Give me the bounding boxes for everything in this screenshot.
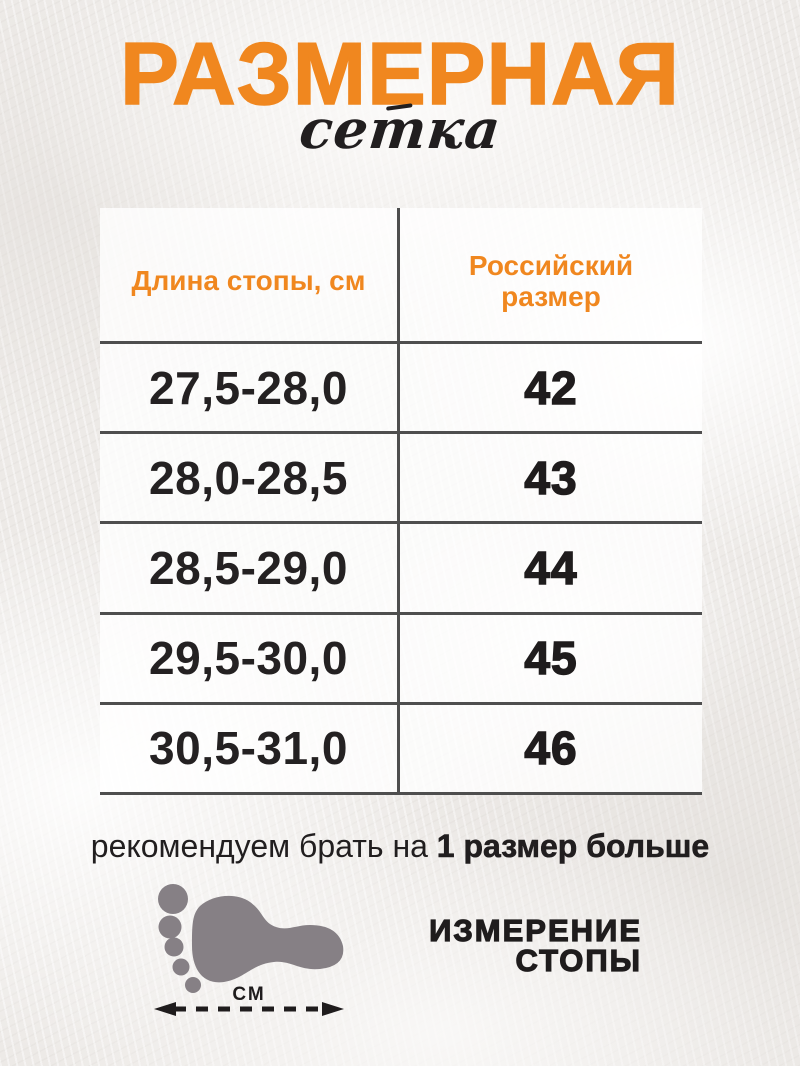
size-table: Длина стопы, см Российский размер 27,5-2…	[100, 208, 702, 795]
page-subtitle-script: сетка	[296, 97, 504, 161]
table-row-1-ru-size: 43	[400, 434, 702, 525]
table-row-0-foot-length: 27,5-28,0	[100, 344, 400, 435]
measurement-caption-line2: СТОПЫ	[515, 943, 642, 978]
table-row-3-ru-size: 45	[400, 615, 702, 705]
footprint-icon: СМ	[154, 884, 344, 1016]
table-row-3-foot-length: 29,5-30,0	[100, 614, 400, 705]
size-advice-note-regular: рекомендуем брать на	[90, 828, 437, 864]
table-row-2-foot-length: 28,5-29,0	[100, 524, 400, 615]
table-row-0-ru-size: 42	[400, 344, 702, 435]
size-advice-note-bold: 1 размер больше	[436, 828, 710, 865]
table-row-4-ru-size: 46	[400, 705, 702, 795]
column-header-ru-size: Российский размер	[400, 208, 702, 344]
title-block: РАЗМЕРНАЯ сетка	[0, 24, 800, 161]
measurement-caption: ИЗМЕРЕНИЕ СТОПЫ	[428, 913, 642, 978]
table-row-2-ru-size: 44	[400, 524, 702, 615]
table-row-1-foot-length: 28,0-28,5	[100, 434, 400, 525]
measurement-caption-line1: ИЗМЕРЕНИЕ	[428, 913, 642, 948]
unit-label-cm: СМ	[232, 984, 265, 1005]
page-title: РАЗМЕРНАЯ	[119, 24, 680, 123]
column-header-ru-size-label: Российский размер	[468, 250, 634, 312]
table-row-4-foot-length: 30,5-31,0	[100, 704, 400, 795]
measure-length-arrow-icon	[154, 1002, 344, 1016]
size-advice-note: рекомендуем брать на 1 размер больше	[0, 828, 800, 865]
column-header-foot-length: Длина стопы, см	[100, 208, 400, 344]
column-header-foot-length-label: Длина стопы, см	[131, 265, 366, 297]
